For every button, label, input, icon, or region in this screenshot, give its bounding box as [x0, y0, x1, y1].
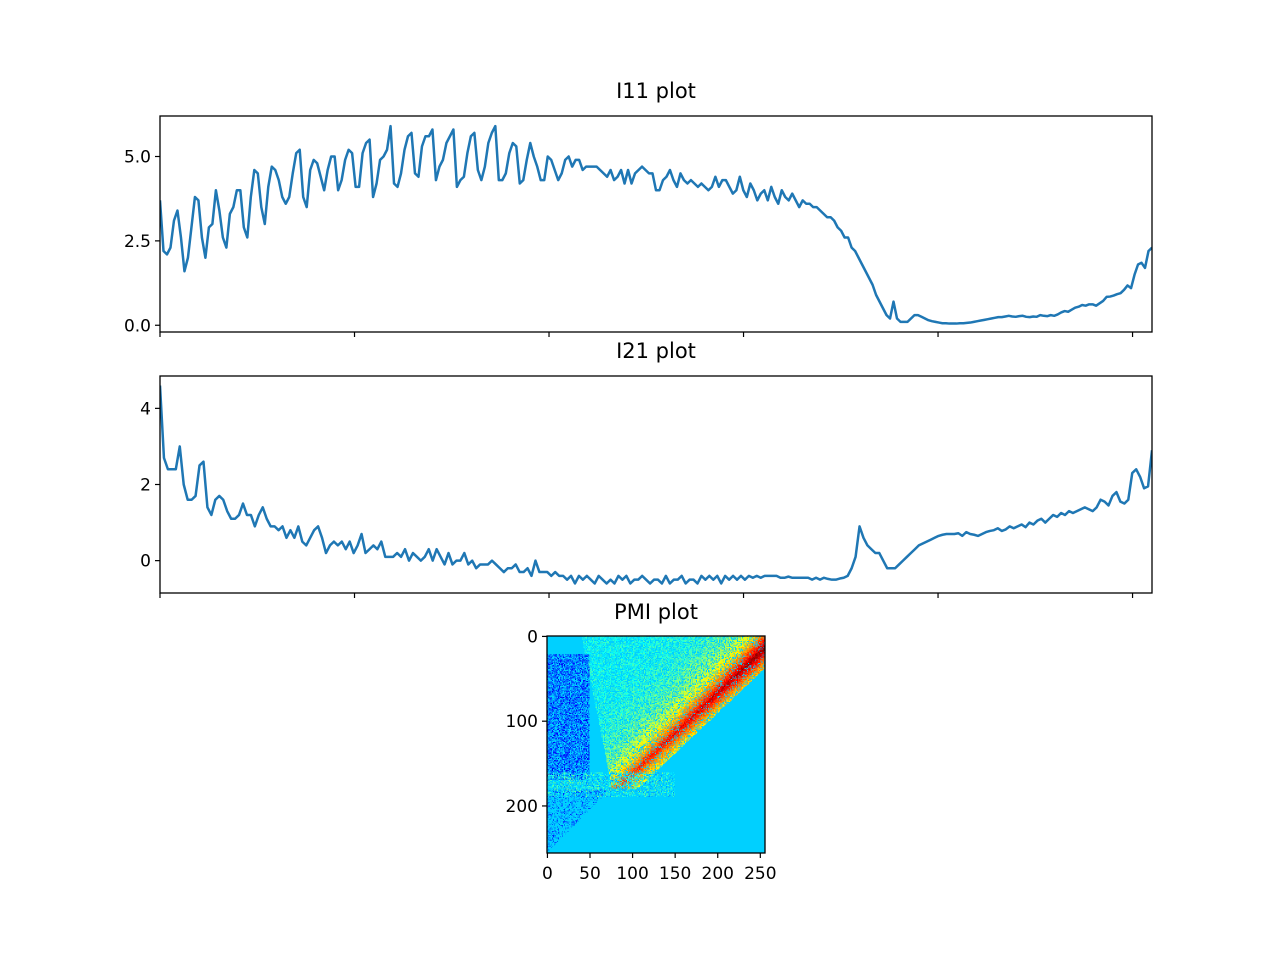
i21-ticks: 0 2 4 — [140, 399, 1134, 598]
pmi-xtick-label: 100 — [616, 864, 648, 884]
i21-series-line — [160, 385, 1152, 585]
pmi-ytick-label: 200 — [506, 797, 538, 817]
pmi-xtick-label: 50 — [579, 864, 601, 884]
i11-ytick-label: 2.5 — [124, 232, 151, 252]
i21-axes-frame — [159, 375, 1153, 594]
i11-subplot: I11 plot 0.0 2.5 5.0 — [124, 79, 1153, 337]
pmi-axes-frame — [546, 635, 766, 854]
pmi-xtick-label: 200 — [702, 864, 734, 884]
i21-ytick-label: 2 — [140, 476, 151, 496]
pmi-title: PMI plot — [614, 600, 698, 624]
i11-ytick-label: 0.0 — [124, 316, 151, 336]
pmi-xtick-label: 250 — [744, 864, 776, 884]
pmi-subplot: 0 50 100 150 200 250 0 100 200 PMI plot — [506, 600, 777, 884]
i21-ytick-label: 0 — [140, 552, 151, 572]
pmi-xtick-label: 150 — [659, 864, 691, 884]
i11-ytick-label: 5.0 — [124, 148, 151, 168]
pmi-ytick-label: 100 — [506, 712, 538, 732]
i11-title: I11 plot — [616, 79, 696, 103]
i21-title: I21 plot — [616, 339, 696, 363]
pmi-heatmap — [547, 636, 765, 853]
i11-ticks: 0.0 2.5 5.0 — [124, 148, 1134, 337]
i11-axes-frame — [159, 115, 1153, 333]
pmi-ytick-label: 0 — [527, 627, 538, 647]
pmi-xtick-label: 0 — [542, 864, 553, 884]
i21-ytick-label: 4 — [140, 399, 151, 419]
pmi-ticks: 0 50 100 150 200 250 0 100 200 — [506, 627, 777, 884]
i11-series-line — [160, 124, 1152, 325]
i21-subplot: 0 2 4 I21 plot — [140, 339, 1153, 598]
